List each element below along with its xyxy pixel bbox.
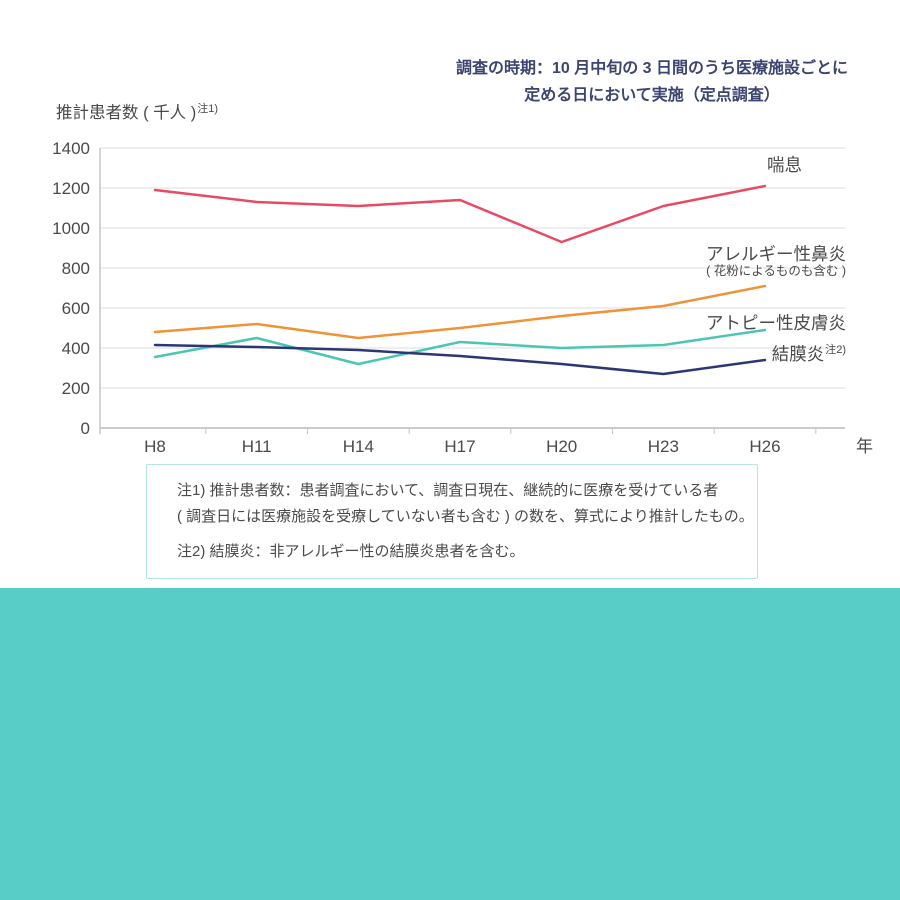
y-tick-label: 1400 [52, 139, 90, 158]
footnote-2: 注2) 結膜炎：非アレルギー性の結膜炎患者を含む。 [177, 543, 525, 560]
series-label-conjunctivitis-note-ref: 注2) [825, 344, 846, 357]
survey-note-line1: 調査の時期：10 月中旬の 3 日間のうち医療施設ごとに [455, 60, 848, 77]
x-tick-label: H8 [144, 437, 166, 456]
series-label-rhinitis-text: アレルギー性鼻炎 [706, 244, 846, 264]
y-tick-label: 1000 [52, 219, 90, 238]
survey-period-note: 調査の時期：10 月中旬の 3 日間のうち医療施設ごとに 定める日において実施（… [456, 55, 848, 109]
line-chart: 0 200 400 600 800 1000 1200 1400 H8 H11 H14 H17 H20 H… [52, 139, 873, 456]
series-label-rhinitis: アレルギー性鼻炎 ( 花粉によるものも含む ) [706, 244, 846, 279]
y-tick-label: 600 [62, 299, 90, 318]
series-label-rhinitis-subtext: ( 花粉によるものも含む ) [706, 264, 846, 278]
series-label-conjunctivitis: 結膜炎注2) [772, 341, 846, 366]
x-tick-label: H20 [546, 437, 577, 456]
y-tick-label: 400 [62, 339, 90, 358]
footnote-1-line2: ( 調査日には医療施設を受療していない者も含む ) の数を、算式により推計したも… [177, 508, 754, 525]
series-line-0 [153, 184, 767, 244]
x-tick-label: H11 [242, 437, 272, 456]
y-tick-label: 200 [62, 379, 90, 398]
survey-note-line2: 定める日において実施（定点調査） [524, 87, 780, 104]
footnotes-box: 注1) 推計患者数：患者調査において、調査日現在、継続的に医療を受けている者 (… [146, 464, 758, 579]
footnote-1-line1: 注1) 推計患者数：患者調査において、調査日現在、継続的に医療を受けている者 [177, 482, 719, 499]
y-tick-label: 800 [62, 259, 90, 278]
y-axis-note-ref: 注1) [197, 102, 219, 115]
x-tick-label: H26 [749, 437, 780, 456]
series-line-3 [153, 343, 767, 376]
y-axis-title-text: 推計患者数 ( 千人 ) [56, 104, 197, 122]
series-label-conjunctivitis-text: 結膜炎 [771, 344, 825, 364]
x-tick-label: H23 [648, 437, 679, 456]
y-axis-title: 推計患者数 ( 千人 )注1) [56, 99, 218, 123]
series-line-2 [153, 328, 767, 366]
x-axis-unit-label: 年 [856, 437, 873, 456]
series-label-atopic-dermatitis: アトピー性皮膚炎 [706, 310, 846, 335]
series-line-1 [153, 284, 767, 340]
series-label-asthma-text: 喘息 [767, 155, 802, 175]
series-label-atopic-text: アトピー性皮膚炎 [706, 313, 846, 333]
banner: Allergies アレルギー疾患 推計患者数の年次推移 アレルギー疾患により医… [0, 588, 900, 900]
x-tick-label: H17 [444, 437, 475, 456]
y-tick-label: 1200 [52, 179, 90, 198]
series-label-asthma: 喘息 [767, 152, 802, 177]
y-tick-label: 0 [81, 419, 90, 438]
x-tick-label: H14 [343, 437, 374, 456]
